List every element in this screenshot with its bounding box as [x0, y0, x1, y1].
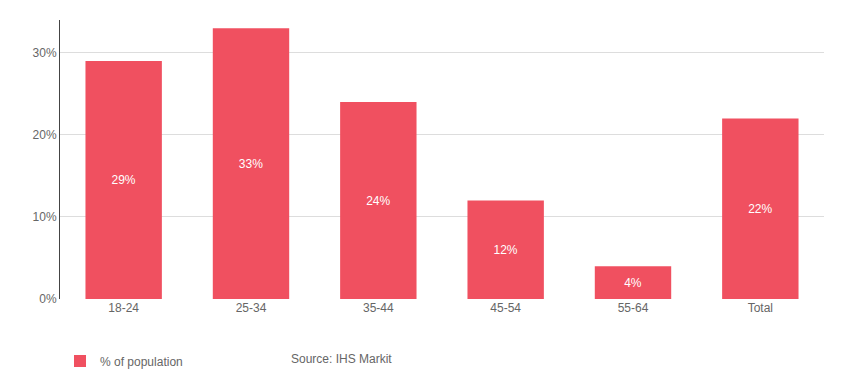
- svg-text:35-44: 35-44: [363, 301, 394, 315]
- svg-text:24%: 24%: [366, 194, 390, 208]
- svg-text:33%: 33%: [239, 157, 263, 171]
- svg-text:12%: 12%: [493, 243, 517, 257]
- svg-text:4%: 4%: [624, 276, 642, 290]
- svg-text:% of population: % of population: [100, 355, 183, 369]
- svg-text:25-34: 25-34: [236, 301, 267, 315]
- svg-text:45-54: 45-54: [490, 301, 521, 315]
- svg-text:20%: 20%: [33, 128, 57, 142]
- svg-text:30%: 30%: [33, 46, 57, 60]
- svg-text:0%: 0%: [39, 292, 57, 306]
- svg-text:22%: 22%: [748, 202, 772, 216]
- svg-text:18-24: 18-24: [108, 301, 139, 315]
- svg-text:55-64: 55-64: [618, 301, 649, 315]
- svg-text:10%: 10%: [33, 210, 57, 224]
- svg-text:Total: Total: [748, 301, 773, 315]
- svg-text:Source: IHS Markit: Source: IHS Markit: [291, 352, 392, 366]
- svg-text:29%: 29%: [111, 173, 135, 187]
